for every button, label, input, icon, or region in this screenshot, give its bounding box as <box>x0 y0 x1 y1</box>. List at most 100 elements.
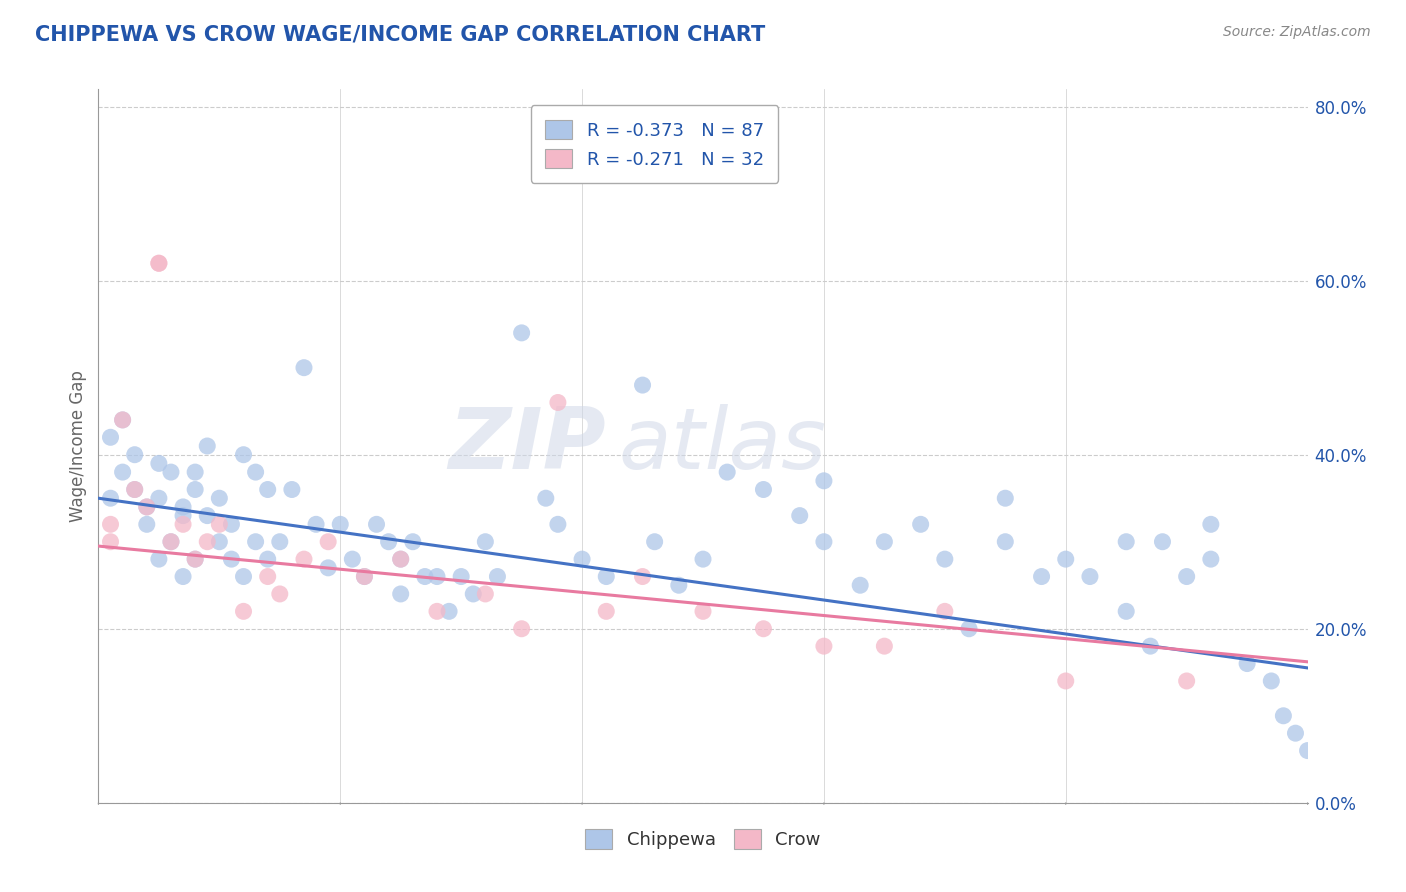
Point <box>148 552 170 566</box>
Point <box>752 483 775 497</box>
Point <box>184 552 207 566</box>
Point <box>135 500 157 514</box>
Point <box>111 413 134 427</box>
Point <box>789 508 811 523</box>
Point <box>402 534 425 549</box>
Point <box>1199 552 1222 566</box>
Point <box>1175 673 1198 688</box>
Point <box>256 569 278 583</box>
Point <box>195 508 218 523</box>
Point <box>571 552 593 566</box>
Point <box>232 604 254 618</box>
Point <box>474 587 496 601</box>
Text: atlas: atlas <box>619 404 827 488</box>
Point <box>172 569 194 583</box>
Point <box>957 622 980 636</box>
Point <box>100 430 122 444</box>
Point <box>100 491 122 506</box>
Point <box>1115 604 1137 618</box>
Point <box>873 639 896 653</box>
Point <box>184 483 207 497</box>
Point <box>1272 708 1295 723</box>
Point <box>1175 569 1198 583</box>
Point <box>463 587 485 601</box>
Point <box>1115 534 1137 549</box>
Text: ZIP: ZIP <box>449 404 606 488</box>
Point <box>100 534 122 549</box>
Point <box>644 534 666 549</box>
Point <box>256 552 278 566</box>
Point <box>450 569 472 583</box>
Point <box>994 491 1017 506</box>
Text: Source: ZipAtlas.com: Source: ZipAtlas.com <box>1223 25 1371 39</box>
Point <box>377 534 399 549</box>
Point <box>111 465 134 479</box>
Point <box>172 517 194 532</box>
Point <box>389 552 412 566</box>
Point <box>1078 569 1101 583</box>
Point <box>221 552 243 566</box>
Point <box>232 448 254 462</box>
Point <box>813 534 835 549</box>
Point <box>1139 639 1161 653</box>
Point <box>486 569 509 583</box>
Point <box>1031 569 1053 583</box>
Point <box>426 569 449 583</box>
Point <box>208 534 231 549</box>
Point <box>934 604 956 618</box>
Point <box>353 569 375 583</box>
Point <box>752 622 775 636</box>
Point <box>172 500 194 514</box>
Point <box>389 552 412 566</box>
Point <box>547 395 569 409</box>
Point <box>135 500 157 514</box>
Point <box>1260 673 1282 688</box>
Point <box>716 465 738 479</box>
Point <box>208 517 231 532</box>
Point <box>413 569 436 583</box>
Point <box>534 491 557 506</box>
Point <box>316 561 339 575</box>
Text: CHIPPEWA VS CROW WAGE/INCOME GAP CORRELATION CHART: CHIPPEWA VS CROW WAGE/INCOME GAP CORRELA… <box>35 25 765 45</box>
Point <box>1199 517 1222 532</box>
Point <box>245 465 267 479</box>
Point <box>910 517 932 532</box>
Point <box>195 439 218 453</box>
Point <box>849 578 872 592</box>
Point <box>124 483 146 497</box>
Point <box>148 256 170 270</box>
Point <box>1054 673 1077 688</box>
Point <box>1284 726 1306 740</box>
Point <box>389 587 412 601</box>
Point <box>100 517 122 532</box>
Point <box>160 534 183 549</box>
Point <box>994 534 1017 549</box>
Point <box>631 569 654 583</box>
Point <box>353 569 375 583</box>
Point <box>292 552 315 566</box>
Point <box>124 483 146 497</box>
Point <box>135 517 157 532</box>
Point <box>510 326 533 340</box>
Point <box>329 517 352 532</box>
Y-axis label: Wage/Income Gap: Wage/Income Gap <box>69 370 87 522</box>
Point <box>148 256 170 270</box>
Point <box>281 483 304 497</box>
Point <box>426 604 449 618</box>
Point <box>631 378 654 392</box>
Point <box>437 604 460 618</box>
Point <box>245 534 267 549</box>
Point <box>232 569 254 583</box>
Point <box>208 491 231 506</box>
Point <box>221 517 243 532</box>
Point <box>269 534 291 549</box>
Point <box>1152 534 1174 549</box>
Point <box>547 517 569 532</box>
Point <box>474 534 496 549</box>
Point <box>595 569 617 583</box>
Point <box>172 508 194 523</box>
Point <box>1054 552 1077 566</box>
Point <box>510 622 533 636</box>
Point <box>160 465 183 479</box>
Point <box>160 534 183 549</box>
